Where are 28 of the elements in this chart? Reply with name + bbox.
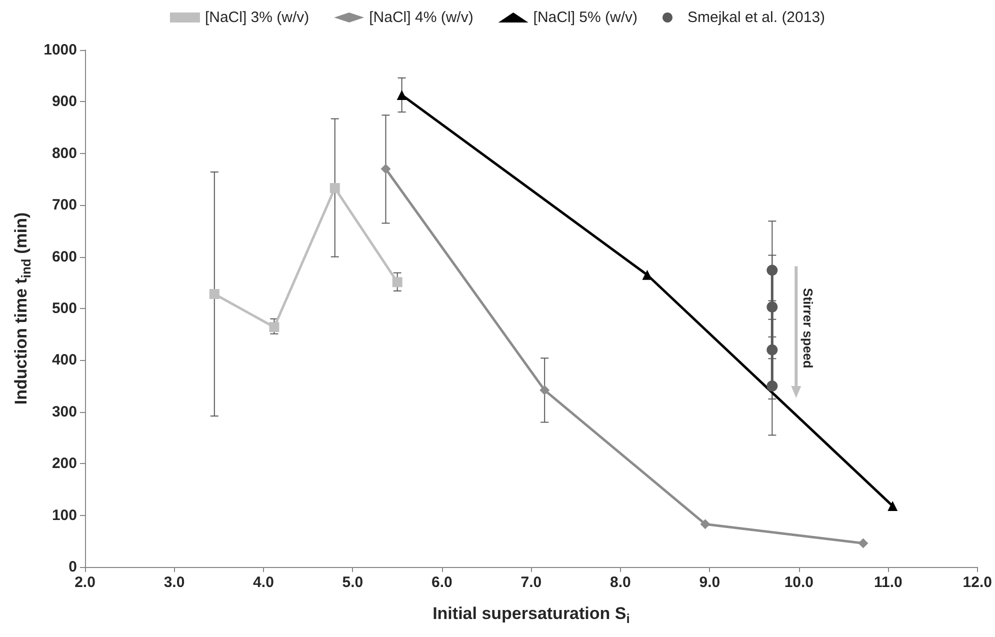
x-tick-label: 11.0 [874, 574, 902, 591]
y-tick-label: 0 [68, 558, 77, 576]
legend-label: [NaCl] 3% (w/v) [204, 9, 310, 26]
y-tick-label: 200 [52, 455, 77, 472]
annotation: Stirrer speed [800, 288, 816, 368]
x-tick-label: 7.0 [520, 574, 542, 591]
y-tick-label: 500 [52, 300, 77, 317]
legend-label: [NaCl] 5% (w/v) [533, 9, 638, 26]
legend-label: Smejkal et al. (2013) [687, 9, 826, 26]
legend-label: [NaCl] 4% (w/v) [369, 9, 474, 26]
x-tick-label: 8.0 [610, 574, 631, 591]
x-tick-label: 10.0 [784, 574, 814, 591]
y-tick-label: 1000 [44, 42, 77, 58]
x-tick-label: 9.0 [699, 574, 720, 591]
x-tick-label: 4.0 [253, 574, 274, 591]
y-tick-label: 600 [52, 248, 77, 266]
y-axis-title: Induction time tind (min) [12, 212, 34, 405]
x-tick-label: 3.0 [164, 574, 185, 591]
y-tick-label: 300 [52, 403, 77, 420]
y-tick-label: 400 [52, 352, 77, 369]
x-tick-label: 5.0 [342, 574, 364, 591]
y-tick-label: 900 [52, 93, 77, 110]
x-tick-label: 12.0 [962, 574, 992, 591]
y-tick-label: 100 [52, 506, 77, 524]
y-tick-label: 700 [52, 196, 77, 214]
x-tick-label: 2.0 [74, 574, 96, 591]
y-tick-label: 800 [52, 144, 77, 162]
x-tick-label: 6.0 [432, 574, 452, 591]
